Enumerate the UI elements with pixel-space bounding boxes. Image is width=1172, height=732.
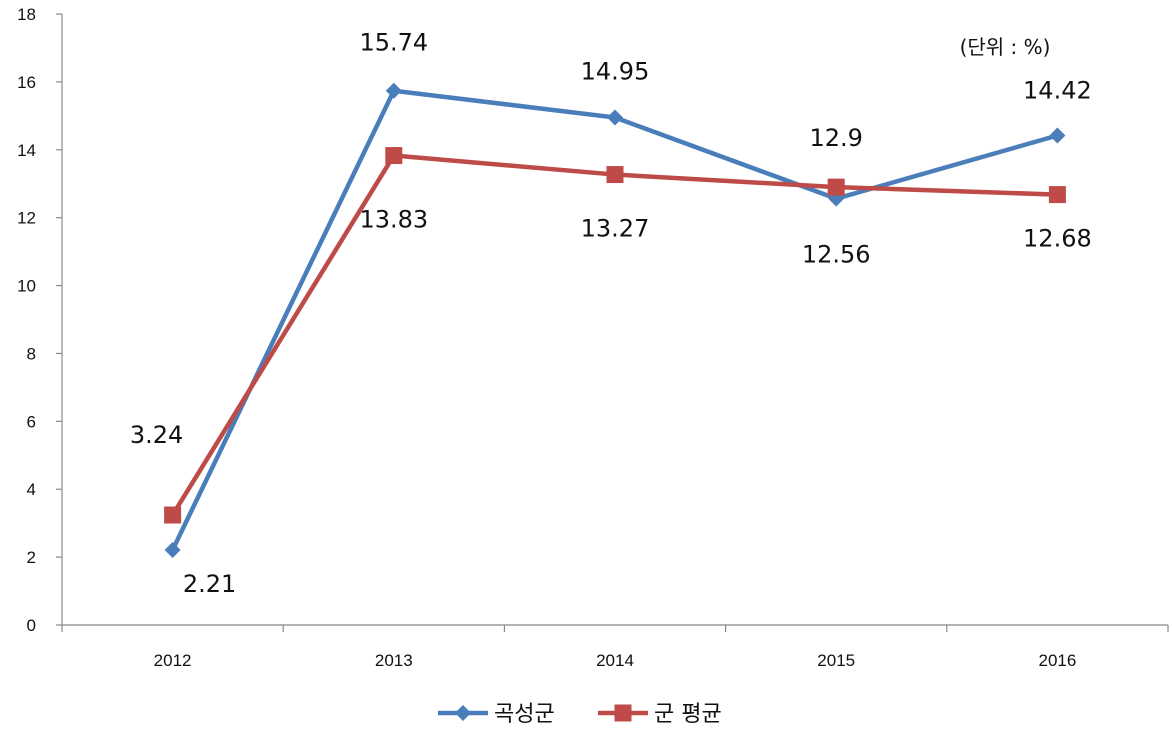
x-tick-label: 2015 [817,651,855,670]
x-tick-label: 2014 [596,651,634,670]
legend-label: 군 평균 [654,702,722,727]
data-label: 13.27 [581,215,650,243]
legend-label: 곡성군 [494,702,555,727]
data-label: 15.74 [359,29,428,57]
data-labels: 2.21 15.74 14.95 12.56 14.42 3.24 13.83 13.27 12… [130,29,1092,598]
data-label: 3.24 [130,421,183,449]
y-tick-label: 10 [17,277,36,296]
series-2-point [164,506,182,524]
data-label: 14.42 [1023,77,1092,105]
y-tick-label: 0 [27,616,36,635]
y-tick-label: 12 [17,209,36,228]
series-1-point [164,541,181,558]
series-2-point [606,166,624,184]
series-1-point [607,109,623,126]
series-1-point [385,82,402,99]
data-label: 2.21 [183,570,236,598]
x-tick-label: 2016 [1038,651,1076,670]
series-2-point [827,178,845,196]
series-2-point [385,147,403,165]
series-layer [164,82,1066,558]
x-tick-label: 2013 [375,651,413,670]
data-label: 13.83 [359,206,428,234]
data-label: 12.56 [802,241,871,269]
series-line-2 [170,153,1058,517]
y-tick-label: 14 [17,141,36,160]
y-tick-label: 6 [27,412,36,431]
x-tick-label: 2012 [154,651,192,670]
series-1-point [1049,127,1066,144]
series-2-point [1048,186,1066,204]
axes: 0 2 4 6 8 10 12 14 16 18 2012 2013 2014 2015 2016 [17,5,1169,670]
y-tick-label: 4 [27,480,36,499]
y-tick-label: 18 [17,5,36,24]
y-tick-label: 2 [27,548,36,567]
y-tick-label: 16 [17,73,36,92]
legend: 곡성군 군 평균 [438,702,722,727]
data-label: 14.95 [581,58,650,86]
series-line-1 [170,88,1059,551]
data-label: 12.68 [1023,225,1092,253]
data-label: 12.9 [809,124,862,152]
y-tick-label: 8 [27,344,36,363]
unit-note: (단위 : %) [960,35,1051,59]
legend-marker-square [614,704,632,722]
legend-marker-diamond [455,705,471,721]
